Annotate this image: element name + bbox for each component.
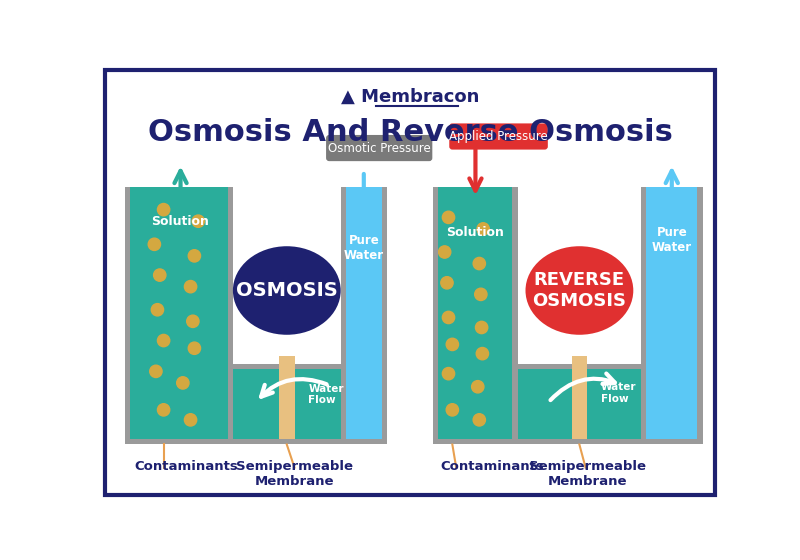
Circle shape — [150, 365, 162, 377]
Text: ▲ Membracon: ▲ Membracon — [341, 87, 479, 105]
Circle shape — [158, 334, 170, 347]
Bar — [513, 186, 518, 445]
Circle shape — [154, 269, 166, 281]
Bar — [646, 192, 698, 439]
Text: Pure
Water: Pure Water — [344, 234, 384, 262]
Bar — [346, 192, 382, 439]
Bar — [279, 356, 294, 439]
Bar — [641, 186, 702, 445]
Circle shape — [186, 315, 199, 328]
Bar — [572, 356, 587, 439]
Circle shape — [158, 404, 170, 416]
Bar — [227, 186, 233, 445]
Bar — [433, 186, 518, 445]
FancyBboxPatch shape — [450, 123, 548, 150]
Text: Water
Flow: Water Flow — [308, 384, 344, 405]
Text: Semipermeable
Membrane: Semipermeable Membrane — [529, 460, 646, 488]
Circle shape — [442, 311, 454, 324]
Circle shape — [438, 246, 451, 258]
Circle shape — [475, 321, 488, 334]
Circle shape — [184, 414, 197, 426]
Circle shape — [442, 367, 454, 380]
Circle shape — [474, 288, 487, 301]
Circle shape — [184, 281, 197, 293]
Circle shape — [473, 258, 486, 270]
Circle shape — [473, 414, 486, 426]
Circle shape — [446, 338, 458, 351]
Text: Semipermeable
Membrane: Semipermeable Membrane — [236, 460, 353, 488]
Circle shape — [148, 238, 161, 250]
Text: Osmosis And Reverse Osmosis: Osmosis And Reverse Osmosis — [147, 118, 673, 147]
Bar — [433, 186, 438, 445]
Bar — [233, 186, 341, 363]
Circle shape — [442, 211, 454, 223]
Text: OSMOSIS: OSMOSIS — [236, 281, 338, 300]
Bar — [346, 363, 387, 445]
Text: Pure
Water: Pure Water — [652, 226, 692, 254]
Bar — [341, 186, 387, 445]
Bar — [233, 363, 341, 445]
Bar — [227, 363, 346, 369]
Text: Applied Pressure: Applied Pressure — [449, 130, 548, 143]
Circle shape — [446, 404, 458, 416]
Circle shape — [476, 347, 489, 360]
Circle shape — [472, 381, 484, 393]
Text: Contaminants: Contaminants — [441, 460, 545, 473]
Circle shape — [477, 223, 490, 235]
Bar — [433, 439, 702, 445]
Text: Water
Flow: Water Flow — [601, 382, 637, 404]
Bar — [698, 186, 702, 445]
Bar — [518, 186, 641, 363]
Text: Contaminants: Contaminants — [134, 460, 238, 473]
Text: Solution: Solution — [446, 226, 504, 239]
Bar — [641, 186, 646, 445]
Circle shape — [158, 203, 170, 216]
Text: REVERSE
OSMOSIS: REVERSE OSMOSIS — [533, 271, 626, 310]
Circle shape — [188, 250, 201, 262]
Text: Osmotic Pressure: Osmotic Pressure — [328, 142, 430, 155]
Ellipse shape — [526, 246, 634, 335]
Circle shape — [151, 304, 164, 316]
Circle shape — [441, 277, 453, 289]
Bar — [382, 186, 387, 445]
Bar — [125, 186, 130, 445]
Circle shape — [177, 377, 189, 389]
Ellipse shape — [233, 246, 341, 335]
Circle shape — [192, 215, 205, 227]
Bar — [125, 439, 387, 445]
Bar — [341, 186, 346, 445]
Text: Solution: Solution — [152, 214, 210, 228]
Bar — [125, 186, 233, 445]
Circle shape — [188, 342, 201, 354]
FancyBboxPatch shape — [326, 135, 432, 161]
Bar — [518, 363, 641, 445]
Bar — [513, 363, 646, 369]
